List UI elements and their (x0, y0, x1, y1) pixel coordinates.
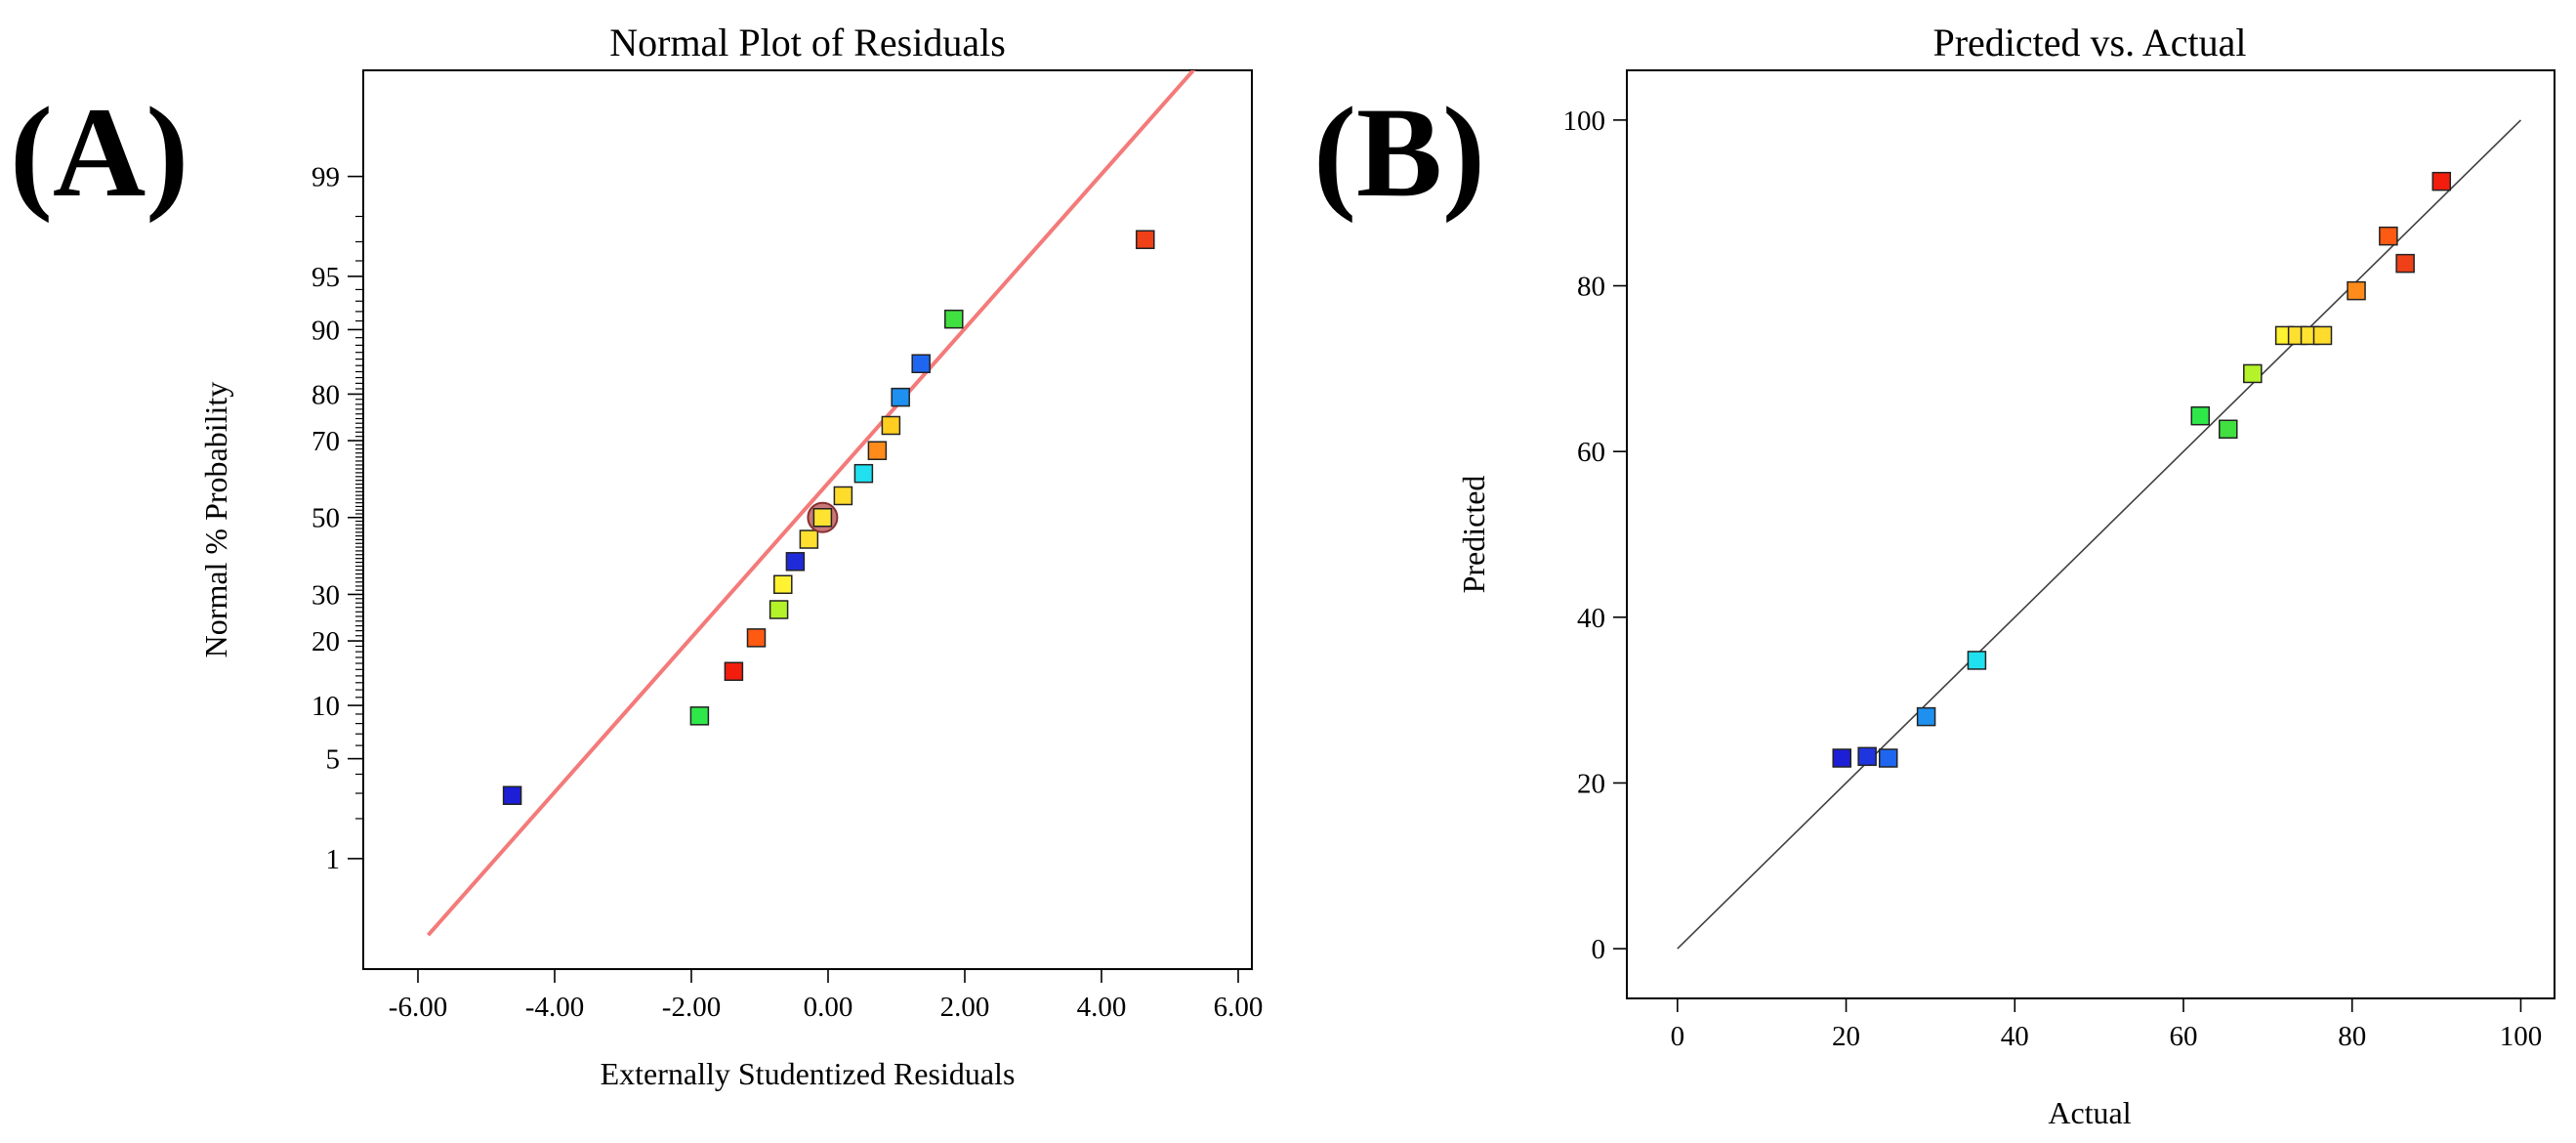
y-tick-label-b: 60 (1577, 437, 1605, 468)
x-tick-label-b: 0 (1671, 1021, 1685, 1052)
y-axis-label-a: Normal % Probability (198, 382, 233, 658)
x-axis-a: -6.00 -4.00 -2.00 0.00 2.00 4.00 6.00 (389, 969, 1264, 1023)
panel-label-a: (A) (10, 80, 188, 224)
data-point-b (1967, 651, 1987, 670)
data-point-a (833, 486, 853, 506)
y-axis-a: 1 5 10 20 30 50 70 80 90 95 99 (312, 162, 363, 875)
data-points-b (1832, 171, 2452, 768)
data-point-b (2347, 280, 2366, 301)
data-point-b (2190, 405, 2211, 426)
data-point-a (881, 415, 901, 436)
data-point-b (1857, 746, 1877, 767)
x-tick-label-a: 2.00 (940, 992, 990, 1023)
y-tick-label-b: 40 (1577, 603, 1605, 634)
x-axis-label-b: Actual (2048, 1095, 2131, 1130)
reference-line-segment-b (1677, 119, 2522, 950)
y-tick-label-a: 30 (312, 579, 340, 611)
y-tick-label-b: 80 (1577, 272, 1605, 303)
y-tick-label-a: 50 (312, 503, 340, 534)
data-point-a (812, 507, 833, 528)
chart-title-b: Predicted vs. Actual (1932, 21, 2246, 64)
y-tick-label-a: 10 (312, 691, 340, 722)
y-tick-label-a: 20 (312, 626, 340, 657)
y-tick-label-b: 0 (1592, 934, 1606, 965)
data-point-a (689, 706, 710, 726)
reference-line-a (427, 70, 1196, 937)
y-tick-label-a: 95 (312, 262, 340, 293)
panel-b: (B) Predicted vs. Actual 0 20 40 60 80 100 0 2… (1313, 21, 2555, 1130)
data-point-a (746, 628, 767, 648)
data-point-b (2219, 419, 2238, 440)
data-point-b (2379, 226, 2398, 246)
reference-line-segment-a (427, 70, 1196, 937)
x-tick-label-a: 0.00 (804, 992, 853, 1023)
x-axis-b: 0 20 40 60 80 100 (1671, 998, 2543, 1052)
x-tick-label-b: 60 (2170, 1021, 2198, 1052)
plot-frame-a (362, 69, 1253, 970)
data-point-a (867, 441, 888, 460)
panel-a: (A) Normal Plot of Residuals 1 5 10 20 30 50 7… (10, 21, 1263, 1091)
x-tick-label-a: 6.00 (1214, 992, 1264, 1023)
x-tick-label-b: 80 (2338, 1021, 2366, 1052)
data-point-a (724, 661, 744, 681)
data-point-b (2312, 325, 2333, 346)
x-axis-label-a: Externally Studentized Residuals (601, 1056, 1016, 1091)
data-point-b (2243, 363, 2263, 384)
data-point-a (891, 387, 910, 407)
x-tick-label-a: 4.00 (1077, 992, 1127, 1023)
data-point-b (2395, 253, 2415, 274)
data-point-a (773, 574, 793, 595)
x-tick-label-b: 40 (2001, 1021, 2029, 1052)
x-tick-label-a: -2.00 (662, 992, 721, 1023)
y-tick-label-a: 5 (326, 744, 341, 776)
data-point-b (1878, 748, 1898, 768)
data-points-a (502, 230, 1155, 806)
data-point-a (769, 600, 789, 619)
data-point-b (2431, 171, 2452, 191)
data-point-a (785, 552, 806, 572)
chart-title-a: Normal Plot of Residuals (609, 21, 1006, 64)
y-tick-label-a: 70 (312, 426, 340, 457)
data-point-b (1832, 748, 1851, 768)
x-tick-label-b: 20 (1832, 1021, 1860, 1052)
panel-label-b: (B) (1313, 80, 1485, 224)
y-tick-label-a: 90 (312, 315, 340, 346)
y-tick-label-a: 99 (312, 162, 340, 193)
x-tick-label-a: -6.00 (389, 992, 447, 1023)
x-tick-label-b: 100 (2500, 1021, 2543, 1052)
y-tick-label-a: 80 (312, 379, 340, 410)
x-tick-label-a: -4.00 (525, 992, 584, 1023)
data-point-a (853, 463, 874, 484)
data-point-a (1136, 230, 1155, 249)
y-axis-label-b: Predicted (1456, 476, 1491, 594)
y-tick-label-b: 100 (1563, 106, 1606, 137)
data-point-a (799, 529, 819, 549)
data-point-a (502, 785, 522, 806)
reference-line-b (1677, 119, 2522, 950)
plot-frame-b (1626, 69, 2555, 999)
y-tick-label-a: 1 (326, 844, 341, 875)
data-point-b (1916, 706, 1936, 727)
data-point-a (911, 354, 931, 374)
y-tick-label-b: 20 (1577, 768, 1605, 799)
data-point-a (944, 309, 964, 329)
y-axis-b: 0 20 40 60 80 100 (1563, 106, 1627, 965)
